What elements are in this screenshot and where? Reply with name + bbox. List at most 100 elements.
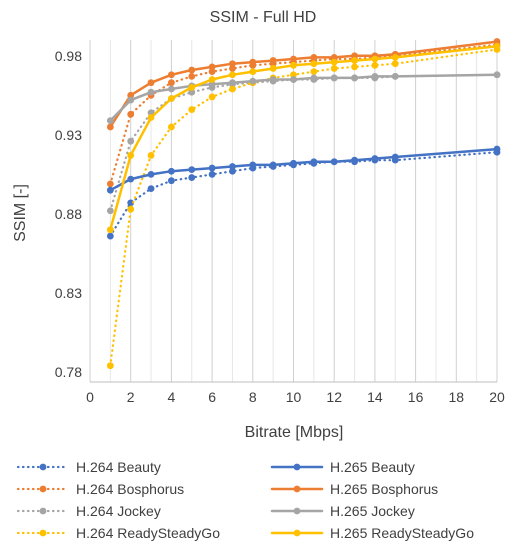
data-point (371, 155, 379, 162)
data-point (188, 66, 196, 74)
data-point (310, 60, 318, 68)
data-point (229, 60, 236, 68)
x-tick-label: 16 (408, 389, 424, 405)
data-point (493, 145, 501, 153)
data-point (229, 71, 236, 79)
chart-title: SSIM - Full HD (210, 9, 317, 26)
data-point (229, 163, 236, 170)
data-point (168, 167, 175, 175)
x-tick-label: 6 (208, 389, 216, 405)
data-point (208, 170, 216, 178)
data-point (168, 123, 175, 131)
legend-swatch-marker (39, 529, 47, 537)
series-line (109, 151, 499, 238)
data-point (310, 74, 318, 82)
x-tick-label: 2 (127, 389, 135, 405)
legend-label: H.265 ReadySteadyGo (330, 525, 474, 541)
series-h-264-bosphorus (106, 41, 501, 188)
x-tick-label: 12 (326, 389, 342, 405)
legend-label: H.264 Jockey (76, 503, 161, 519)
series-line (109, 73, 499, 122)
series-line (109, 48, 499, 367)
data-point (351, 156, 358, 164)
y-tick-label: 0.83 (55, 285, 82, 301)
legend-label: H.265 Bosphorus (330, 481, 438, 497)
data-point (208, 76, 216, 83)
data-point (330, 65, 338, 72)
legend-item: H.265 Beauty (270, 459, 415, 475)
legend-item: H.264 Bosphorus (16, 481, 184, 497)
data-point (249, 68, 257, 76)
data-point (147, 170, 155, 178)
data-point (127, 152, 135, 159)
legend-label: H.264 Bosphorus (76, 481, 184, 497)
legend-item: H.264 ReadySteadyGo (16, 525, 220, 541)
data-point (106, 232, 114, 240)
data-point (106, 207, 114, 215)
data-point (106, 123, 114, 131)
data-point (310, 53, 318, 61)
data-point (188, 84, 196, 91)
legend-label: H.265 Beauty (330, 459, 415, 475)
axis-layer: 0 2 4 6 8 10 12 14 16 18 20 0.78 0.83 0.88 0.93 0.98 (55, 48, 505, 405)
data-point (310, 68, 318, 76)
series-line (109, 73, 499, 212)
legend-swatch-marker (293, 485, 301, 493)
data-point (290, 71, 297, 79)
legend-item: H.265 Bosphorus (270, 481, 438, 497)
data-point (127, 137, 135, 145)
data-point (249, 161, 257, 169)
data-point (229, 167, 236, 175)
data-point (147, 114, 155, 121)
data-point (493, 71, 501, 79)
x-tick-label: 10 (286, 389, 302, 405)
series-line (109, 147, 499, 192)
x-tick-label: 8 (249, 389, 257, 405)
x-tick-label: 4 (168, 389, 176, 405)
data-point (188, 166, 196, 174)
data-point (310, 158, 318, 166)
data-point (229, 65, 236, 72)
x-tick-label: 18 (449, 389, 465, 405)
y-tick-label: 0.88 (55, 206, 82, 222)
data-point (269, 161, 277, 169)
data-point (168, 85, 175, 93)
series-h-264-readysteadygo (106, 46, 501, 370)
legend-label: H.264 Beauty (76, 459, 161, 475)
data-point (229, 79, 236, 87)
data-point (208, 68, 216, 76)
x-tick-label: 0 (86, 389, 94, 405)
y-tick-label: 0.93 (55, 127, 82, 143)
data-point (269, 76, 277, 83)
data-point (106, 226, 114, 234)
legend-item: H.265 Jockey (270, 503, 415, 519)
legend: H.264 Beauty H.264 Bosphorus H.264 Jockey H… (16, 459, 474, 541)
data-point (127, 199, 135, 207)
data-point (229, 85, 236, 93)
data-point (147, 79, 155, 87)
series-h-265-jockey (106, 71, 501, 125)
data-point (391, 53, 399, 61)
data-point (188, 88, 196, 96)
data-point (330, 58, 338, 66)
series-line (109, 45, 499, 231)
data-point (208, 164, 216, 172)
legend-swatch-marker (293, 507, 301, 515)
y-tick-label: 0.98 (55, 48, 82, 64)
series-h-265-readysteadygo (106, 42, 501, 234)
data-point (269, 57, 277, 64)
data-point (391, 72, 399, 80)
data-point (208, 93, 216, 101)
data-point (493, 38, 501, 45)
data-point (391, 153, 399, 161)
data-point (147, 88, 155, 96)
data-point (351, 57, 358, 64)
data-point (249, 58, 257, 66)
data-point (127, 175, 135, 183)
data-point (290, 55, 297, 63)
data-point (188, 72, 196, 80)
data-point (493, 42, 501, 50)
data-point (391, 60, 399, 68)
